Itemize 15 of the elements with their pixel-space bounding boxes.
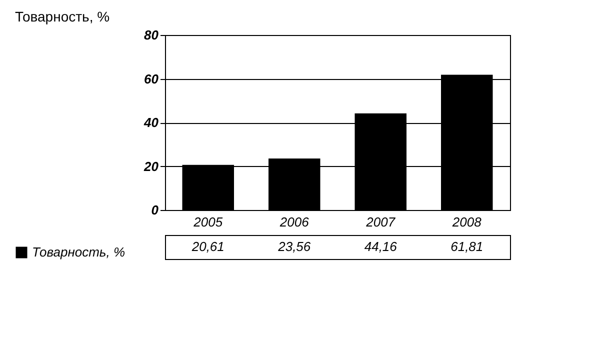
legend-label: Товарность, % bbox=[32, 244, 126, 260]
data-label: 20,61 bbox=[190, 239, 224, 254]
y-tick-label: 40 bbox=[143, 115, 160, 130]
y-tick-label: 20 bbox=[143, 158, 160, 174]
y-tick-label: 0 bbox=[151, 202, 160, 218]
x-tick-label: 2005 bbox=[192, 214, 224, 230]
data-label: 61,81 bbox=[450, 239, 484, 254]
x-tick-label: 2006 bbox=[278, 214, 310, 230]
x-tick-label: 2008 bbox=[451, 214, 482, 230]
y-tick-label: 60 bbox=[144, 71, 160, 86]
data-label: 44,16 bbox=[364, 239, 398, 254]
y-tick-label: 80 bbox=[144, 28, 160, 42]
chart-title: Товарность, % bbox=[15, 8, 110, 24]
data-label: 23,56 bbox=[277, 239, 312, 254]
x-tick-label: 2007 bbox=[365, 214, 396, 230]
